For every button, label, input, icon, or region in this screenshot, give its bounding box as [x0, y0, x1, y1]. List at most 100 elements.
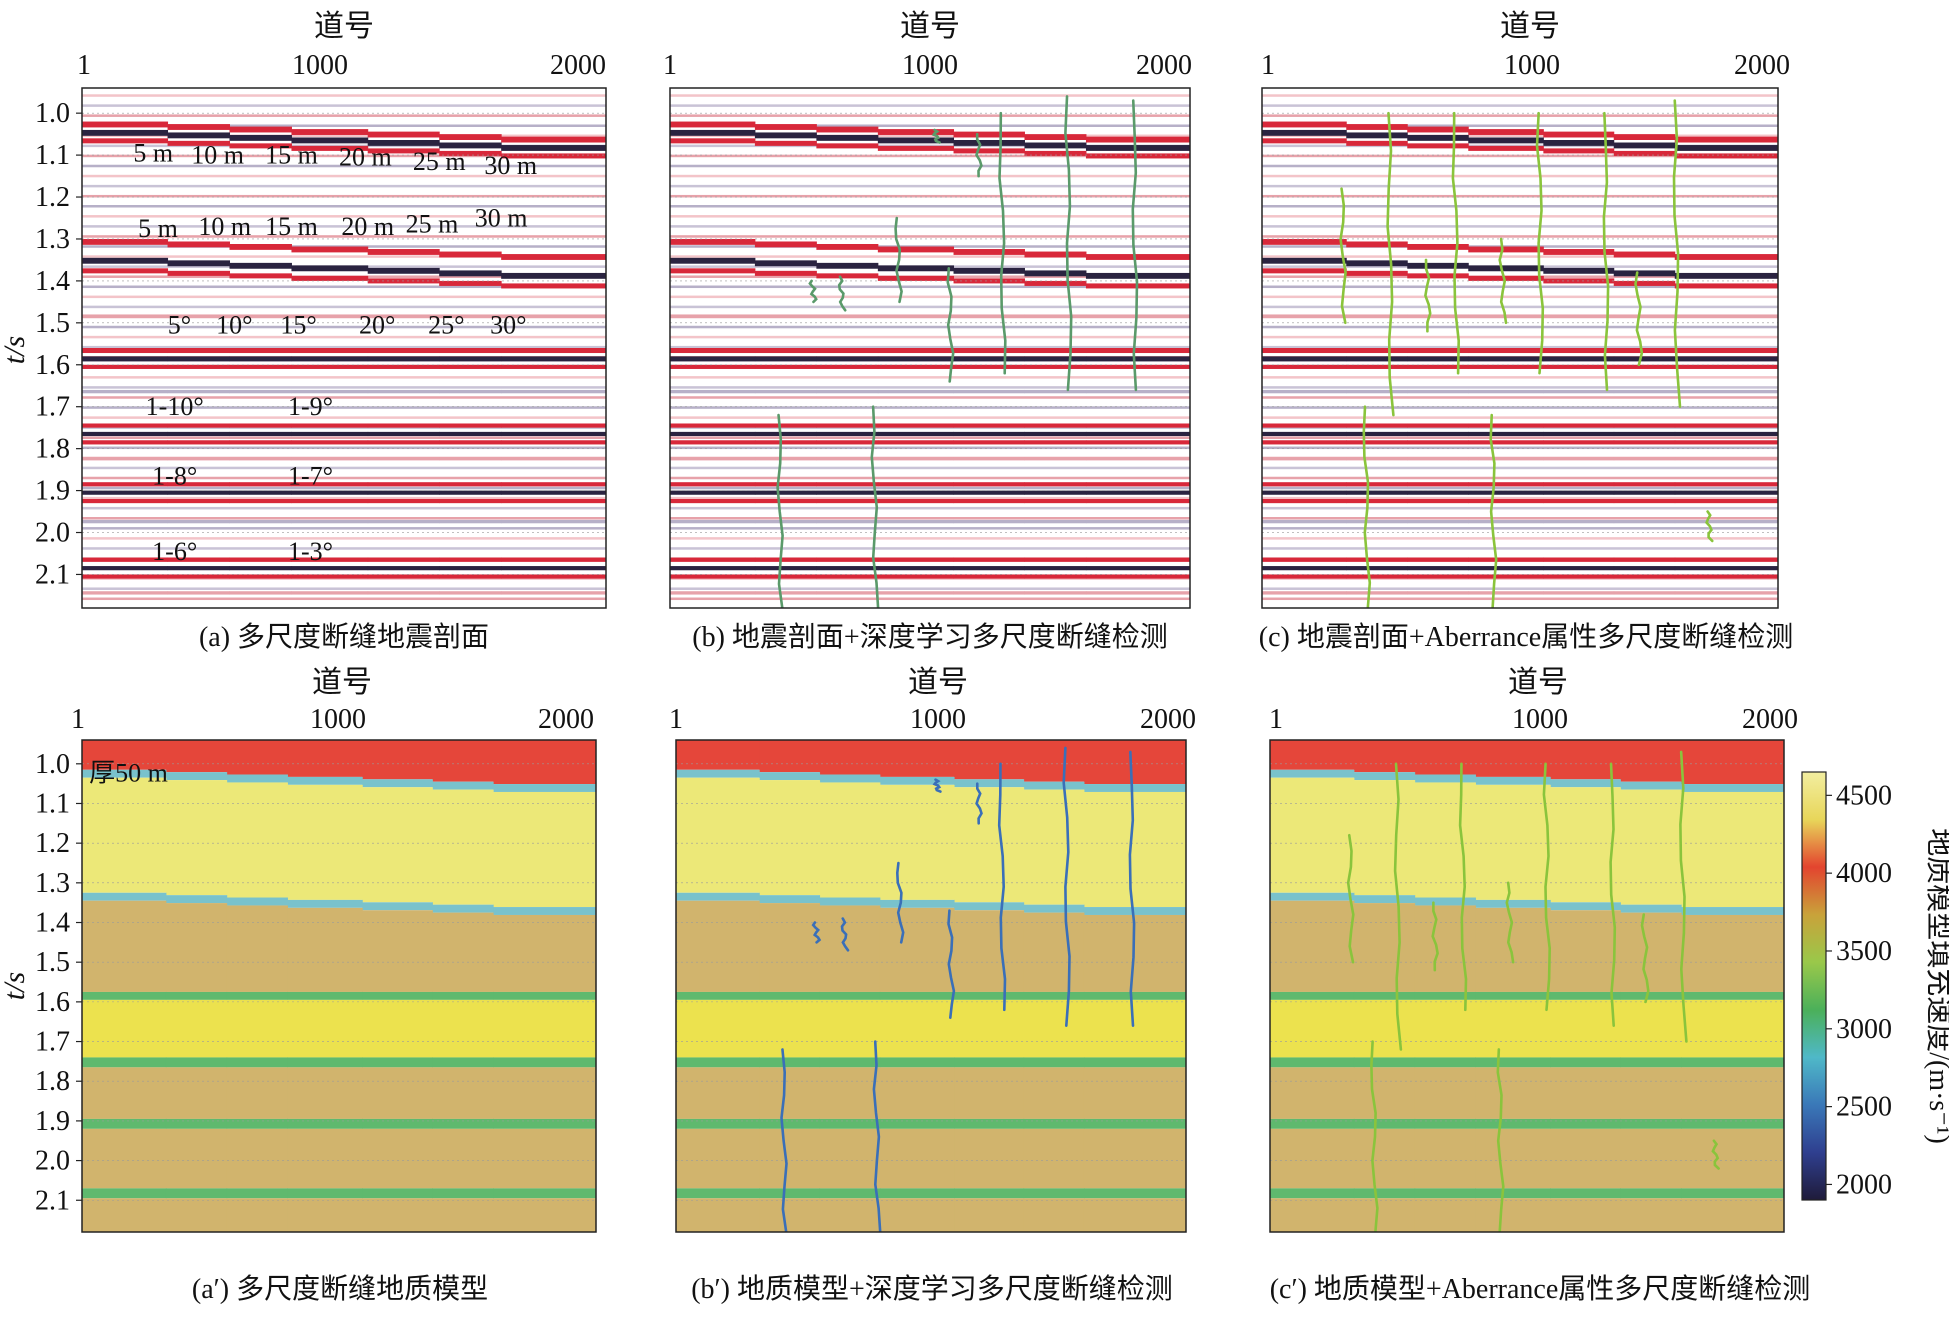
model-layer: [676, 769, 760, 778]
seismic-reflector: [501, 498, 606, 504]
fault-detection-line: [1498, 237, 1508, 325]
model-layer: [1681, 740, 1784, 785]
panel-b-xtick-2000: 2000: [1136, 50, 1192, 81]
seismic-reflector: [1262, 566, 1347, 571]
ytick-label: 1.9: [35, 1106, 70, 1137]
model-layer: [759, 740, 821, 773]
seismic-reflector: [1262, 121, 1347, 128]
seismic-reflector: [670, 431, 756, 437]
seismic-band: [82, 582, 606, 585]
seismic-band: [670, 320, 1190, 324]
fault-detection-line: [808, 279, 818, 304]
fault-detection-line: [1386, 111, 1395, 417]
seismic-reflector: [367, 314, 440, 318]
seismic-band: [1262, 552, 1778, 555]
section-annotation: 1-9°: [288, 392, 333, 421]
seismic-reflector: [1468, 246, 1544, 253]
seismic-reflector: [439, 566, 502, 571]
model-layer: [759, 1188, 821, 1199]
seismic-reflector: [367, 364, 440, 369]
seismic-reflector: [754, 241, 817, 248]
seismic-reflector: [754, 260, 817, 267]
seismic-reflector: [439, 150, 502, 156]
model-layer: [165, 1067, 228, 1119]
model-layer: [432, 1128, 494, 1189]
panel-a-prime-xaxis-title: 道号: [312, 666, 372, 699]
seismic-reflector: [1024, 270, 1087, 277]
seismic-reflector: [367, 131, 440, 138]
seismic-reflector: [1346, 574, 1408, 579]
panel-a-xtick-2000: 2000: [550, 50, 606, 81]
model-layer: [287, 776, 363, 785]
model-layer: [1083, 1118, 1186, 1129]
seismic-band: [82, 597, 606, 601]
model-layer: [1083, 784, 1186, 792]
model-layer: [1270, 991, 1355, 1000]
seismic-reflector: [291, 498, 369, 504]
seismic-reflector: [1613, 574, 1676, 579]
ytick-label: 1.0: [35, 98, 70, 129]
model-layer: [1550, 779, 1621, 788]
seismic-reflector: [670, 356, 756, 362]
seismic-reflector: [167, 423, 231, 428]
panel-c-prime-plot: [1270, 740, 1784, 1232]
seismic-band: [1262, 562, 1778, 565]
fault-detection-line: [1609, 762, 1617, 1027]
seismic-reflector: [877, 498, 955, 504]
seismic-band: [670, 305, 1190, 309]
panel-b-xaxis-title: 道号: [900, 10, 960, 43]
model-layer: [759, 1067, 821, 1119]
seismic-band: [670, 517, 1190, 520]
model-layer: [676, 1198, 760, 1232]
model-layer: [819, 999, 881, 1058]
panel-a-prime-xtick-2000: 2000: [538, 704, 594, 735]
seismic-band: [82, 194, 606, 198]
seismic-reflector: [1262, 364, 1347, 369]
seismic-reflector: [1085, 145, 1190, 151]
seismic-reflector: [1262, 591, 1347, 595]
model-layer: [1353, 1198, 1416, 1232]
model-layer: [82, 999, 167, 1058]
seismic-band: [670, 189, 1190, 193]
seismic-band: [1262, 451, 1778, 455]
seismic-reflector: [754, 132, 817, 139]
seismic-band: [1262, 542, 1778, 545]
seismic-reflector: [1543, 431, 1615, 437]
seismic-reflector: [1024, 574, 1087, 579]
panel-c-xtick-1000: 1000: [1504, 50, 1560, 81]
model-layer: [1681, 784, 1784, 792]
seismic-reflector: [877, 566, 955, 571]
panel-b-prime-xtick-1000: 1000: [910, 704, 966, 735]
fault-detection-line: [1370, 1040, 1379, 1232]
model-layer: [879, 907, 955, 992]
model-layer: [954, 1188, 1025, 1199]
panel-b-image: [670, 94, 1190, 608]
seismic-reflector: [1674, 272, 1778, 279]
seismic-band: [82, 340, 606, 344]
fault-detection-line: [1393, 762, 1403, 1051]
seismic-reflector: [953, 278, 1025, 284]
seismic-reflector: [1085, 574, 1190, 579]
fault-detection-line: [1064, 95, 1073, 392]
model-layer: [1023, 1198, 1085, 1232]
seismic-reflector: [501, 431, 606, 437]
model-layer: [362, 1198, 433, 1232]
seismic-band: [670, 511, 1190, 515]
seismic-reflector: [670, 389, 756, 394]
panel-a-yticks: 1.0 1.1 1.2 1.3 1.4 1.5 1.6 1.7 1.8 1.9 2.0 2.1: [35, 98, 82, 590]
seismic-band: [1262, 184, 1778, 188]
model-layer: [1414, 1198, 1476, 1232]
model-layer: [1023, 912, 1085, 992]
colorbar-tick-label: 3500: [1836, 936, 1892, 967]
seismic-band: [1262, 602, 1778, 606]
seismic-band: [670, 527, 1190, 530]
seismic-band: [670, 381, 1190, 384]
seismic-reflector: [229, 262, 292, 269]
seismic-reflector: [1346, 566, 1408, 571]
seismic-reflector: [1024, 498, 1087, 504]
model-layer: [493, 791, 596, 908]
model-layer: [493, 1188, 596, 1199]
seismic-reflector: [439, 490, 502, 495]
seismic-band: [82, 270, 606, 273]
model-layer: [362, 1188, 433, 1199]
